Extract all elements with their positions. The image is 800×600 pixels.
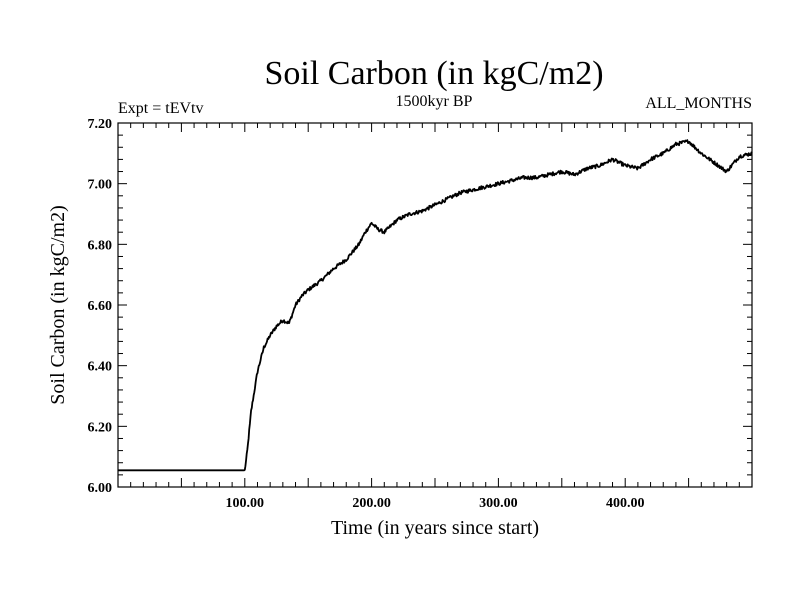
- x-tick-label: 200.00: [352, 496, 391, 511]
- x-tick-label: 100.00: [226, 496, 265, 511]
- y-tick-label: 6.00: [88, 481, 113, 496]
- y-tick-labels: 6.00 6.20 6.40 6.60 6.80 7.00 7.20: [88, 117, 113, 496]
- x-tick-labels: 100.00 200.00 300.00 400.00: [226, 496, 645, 511]
- x-tick-label: 300.00: [479, 496, 518, 511]
- x-tick-label: 400.00: [606, 496, 645, 511]
- plot-frame: [117, 122, 753, 488]
- months-label: ALL_MONTHS: [645, 95, 752, 112]
- y-tick-label: 7.20: [88, 117, 113, 132]
- y-tick-label: 6.60: [88, 299, 113, 314]
- period-label: 1500kyr BP: [396, 93, 473, 110]
- series-line-soil-carbon: [117, 139, 753, 472]
- y-tick-label: 6.20: [88, 420, 113, 435]
- y-tick-label: 6.40: [88, 360, 113, 375]
- series-group: [117, 139, 753, 472]
- experiment-label: Expt = tEVtv: [118, 100, 203, 117]
- y-tick-label: 7.00: [88, 178, 113, 193]
- y-axis-label: Soil Carbon (in kgC/m2): [47, 205, 69, 404]
- x-axis-label: Time (in years since start): [331, 517, 539, 539]
- chart-title: Soil Carbon (in kgC/m2): [264, 55, 603, 92]
- y-tick-label: 6.80: [88, 238, 113, 253]
- axis-ticks: [118, 122, 752, 488]
